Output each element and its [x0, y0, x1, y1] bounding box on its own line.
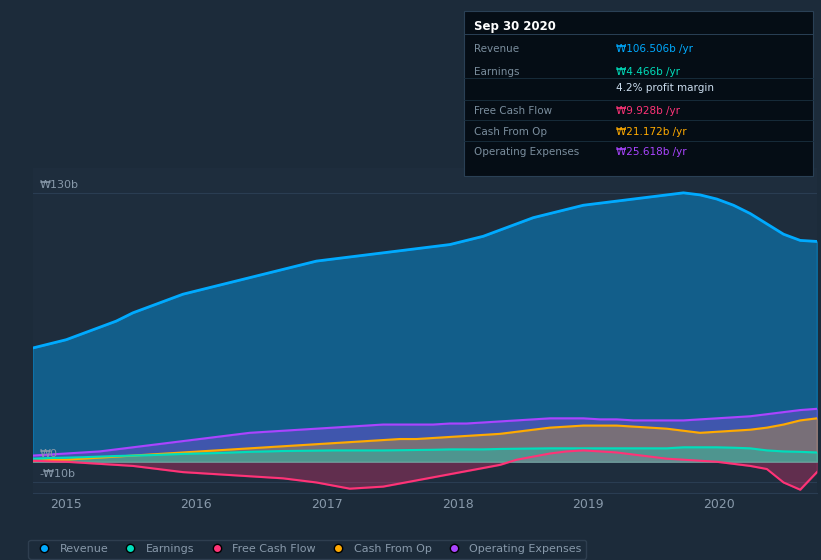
Text: ₩21.172b /yr: ₩21.172b /yr — [616, 127, 686, 137]
Text: 4.2% profit margin: 4.2% profit margin — [616, 83, 713, 94]
Text: Earnings: Earnings — [474, 67, 519, 77]
Text: Free Cash Flow: Free Cash Flow — [474, 106, 552, 116]
Text: ₩25.618b /yr: ₩25.618b /yr — [616, 147, 686, 157]
Text: -₩10b: -₩10b — [39, 469, 76, 479]
Text: ₩106.506b /yr: ₩106.506b /yr — [616, 44, 693, 54]
Text: ₩130b: ₩130b — [39, 180, 78, 190]
Text: Operating Expenses: Operating Expenses — [474, 147, 579, 157]
Text: ₩9.928b /yr: ₩9.928b /yr — [616, 106, 680, 116]
Text: ₩4.466b /yr: ₩4.466b /yr — [616, 67, 680, 77]
Text: Revenue: Revenue — [474, 44, 519, 54]
Text: Cash From Op: Cash From Op — [474, 127, 547, 137]
Text: Sep 30 2020: Sep 30 2020 — [474, 20, 556, 34]
Legend: Revenue, Earnings, Free Cash Flow, Cash From Op, Operating Expenses: Revenue, Earnings, Free Cash Flow, Cash … — [29, 540, 586, 559]
Text: ₩0: ₩0 — [39, 449, 57, 459]
